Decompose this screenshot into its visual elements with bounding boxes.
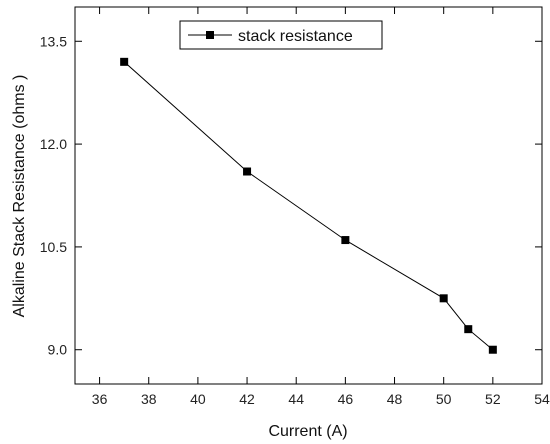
x-axis: 36 38 40 42 44 46 48 50 52 54: [92, 7, 550, 407]
y-tick-label: 12.0: [40, 136, 67, 152]
legend-label: stack resistance: [238, 28, 353, 45]
y-tick-label: 9.0: [48, 342, 68, 358]
data-point: [120, 57, 129, 66]
x-axis-title: Current (A): [268, 423, 347, 440]
x-tick-label: 42: [239, 391, 255, 407]
legend: stack resistance: [179, 20, 383, 50]
x-tick-label: 38: [141, 391, 157, 407]
y-axis: 9.0 10.5 12.0 13.5: [40, 33, 542, 358]
x-tick-label: 54: [534, 391, 550, 407]
data-point: [464, 325, 473, 334]
y-axis-title: Alkaline Stack Resistance (ohms ): [11, 75, 28, 318]
x-tick-label: 46: [338, 391, 354, 407]
x-tick-label: 50: [436, 391, 452, 407]
plot-frame: [74, 6, 543, 385]
x-tick-label: 48: [387, 391, 403, 407]
y-tick-label: 10.5: [40, 239, 67, 255]
series-layer: [120, 57, 497, 354]
series-line: [123, 61, 494, 351]
legend-marker: [206, 31, 214, 39]
x-tick-label: 36: [92, 391, 108, 407]
data-point: [439, 294, 448, 303]
data-point: [341, 236, 350, 245]
data-point: [488, 345, 497, 354]
x-tick-label: 44: [288, 391, 304, 407]
x-tick-label: 40: [190, 391, 206, 407]
data-point: [243, 167, 252, 176]
y-tick-label: 13.5: [40, 33, 67, 49]
x-tick-label: 52: [485, 391, 501, 407]
